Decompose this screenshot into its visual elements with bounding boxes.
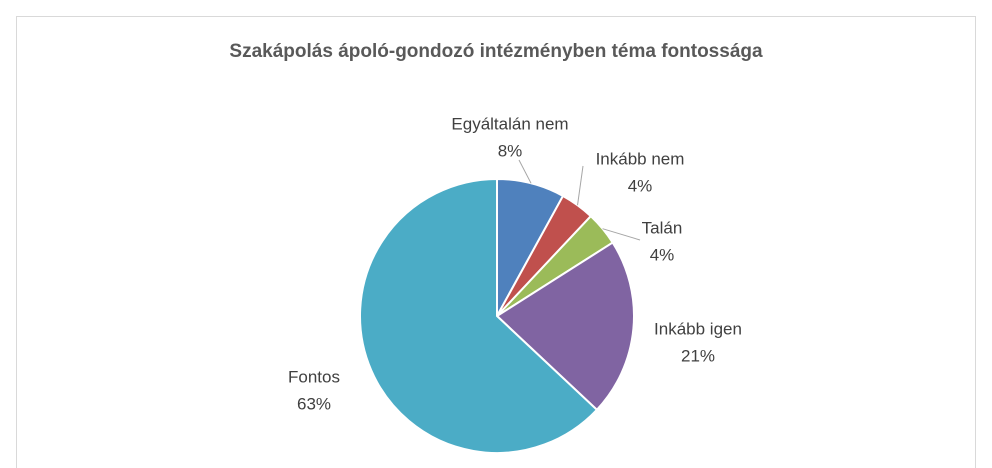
- chart-title: Szakápolás ápoló-gondozó intézményben té…: [229, 41, 763, 62]
- data-label-value: 4%: [628, 176, 653, 195]
- data-label-value: 8%: [498, 141, 523, 160]
- data-label-name: Egyáltalán nem: [451, 114, 568, 133]
- leader-line: [577, 165, 584, 206]
- data-label-value: 21%: [681, 346, 715, 365]
- data-label-name: Fontos: [288, 367, 340, 386]
- pie-slice: [495, 241, 635, 412]
- data-label-value: 4%: [650, 245, 675, 264]
- pie-slice: [359, 177, 599, 454]
- leader-line: [518, 159, 532, 184]
- data-label-name: Talán: [642, 218, 683, 237]
- data-label-name: Inkább nem: [596, 149, 685, 168]
- leader-line: [602, 228, 641, 241]
- data-label-value: 63%: [297, 394, 331, 413]
- data-label-name: Inkább igen: [654, 319, 742, 338]
